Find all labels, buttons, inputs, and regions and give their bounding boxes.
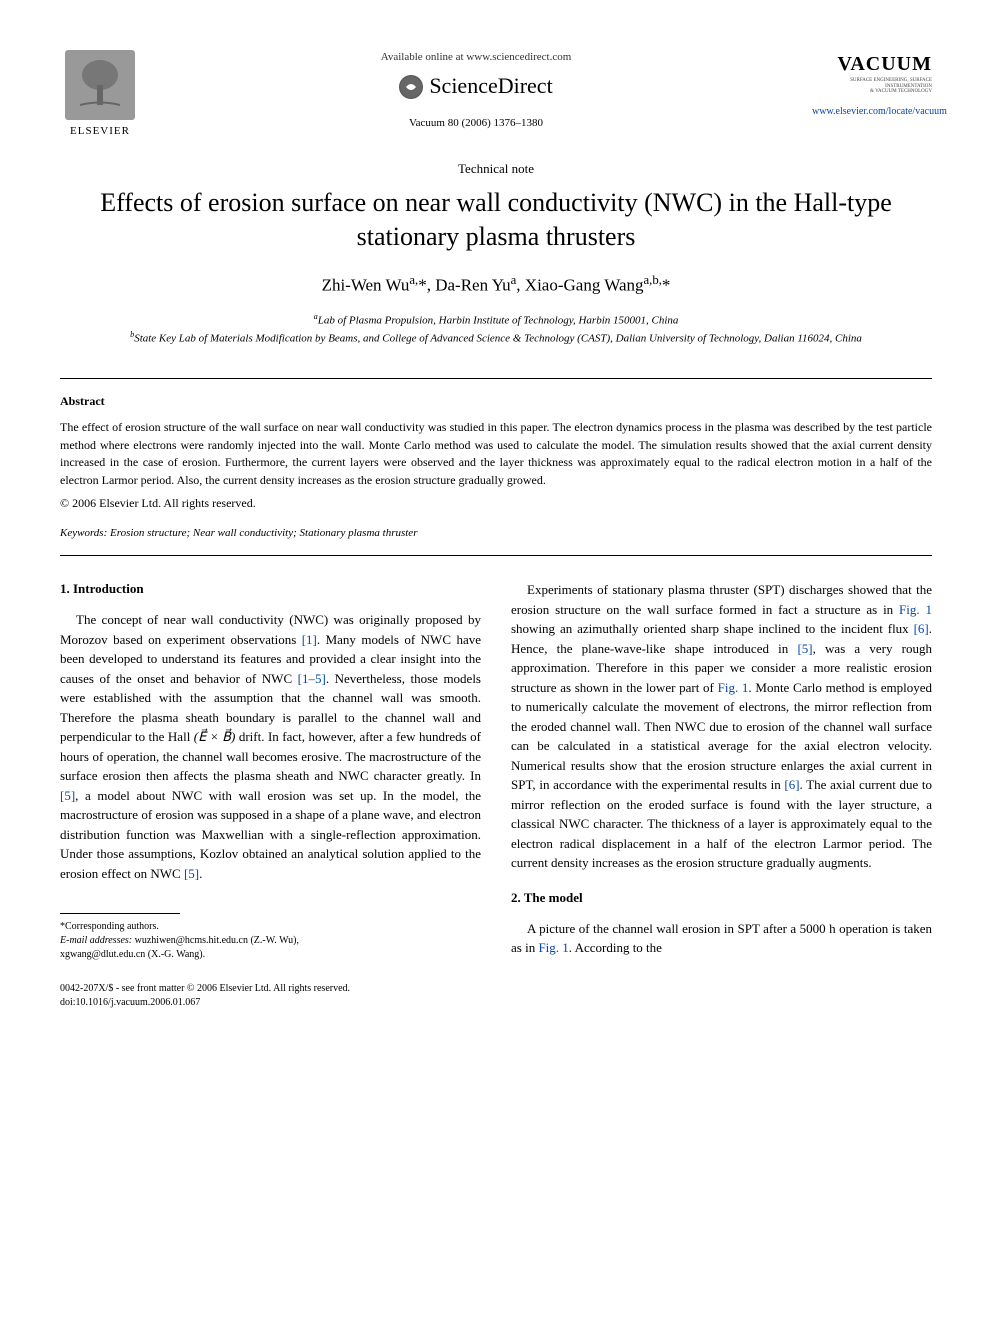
email-label: E-mail addresses:	[60, 935, 132, 946]
sciencedirect-icon	[399, 75, 423, 99]
journal-header: ELSEVIER Available online at www.science…	[60, 50, 932, 140]
footer: 0042-207X/$ - see front matter © 2006 El…	[60, 982, 481, 1010]
doi-text: doi:10.1016/j.vacuum.2006.01.067	[60, 996, 481, 1010]
ref-link-5a[interactable]: [5]	[60, 788, 75, 803]
sciencedirect-text: ScienceDirect	[429, 71, 552, 102]
copyright-text: © 2006 Elsevier Ltd. All rights reserved…	[60, 495, 932, 512]
sciencedirect-brand: ScienceDirect	[140, 71, 812, 102]
left-column: 1. Introduction The concept of near wall…	[60, 580, 481, 1010]
abstract-heading: Abstract	[60, 393, 932, 410]
email-2: xgwang@dlut.edu.cn (X.-G. Wang).	[60, 948, 481, 962]
journal-link[interactable]: www.elsevier.com/locate/vacuum	[812, 105, 932, 119]
intro-paragraph-2: Experiments of stationary plasma thruste…	[511, 580, 932, 873]
two-column-body: 1. Introduction The concept of near wall…	[60, 580, 932, 1010]
elsevier-logo: ELSEVIER	[60, 50, 140, 140]
introduction-heading: 1. Introduction	[60, 580, 481, 598]
abstract-text: The effect of erosion structure of the w…	[60, 419, 932, 489]
ref-link-1-5[interactable]: [1–5]	[298, 671, 326, 686]
ref-link-1[interactable]: [1]	[302, 632, 317, 647]
divider-bottom	[60, 555, 932, 556]
model-heading: 2. The model	[511, 889, 932, 907]
footnotes: *Corresponding authors. E-mail addresses…	[60, 920, 481, 962]
affiliations: aLab of Plasma Propulsion, Harbin Instit…	[60, 311, 932, 347]
model-paragraph-1: A picture of the channel wall erosion in…	[511, 919, 932, 958]
ref-link-5b[interactable]: [5]	[184, 866, 199, 881]
fig-link-1c[interactable]: Fig. 1	[538, 940, 568, 955]
elsevier-label: ELSEVIER	[70, 124, 130, 139]
vacuum-subtitle-1: SURFACE ENGINEERING, SURFACE INSTRUMENTA…	[812, 78, 932, 89]
ref-link-5c[interactable]: [5]	[797, 641, 812, 656]
available-online-text: Available online at www.sciencedirect.co…	[140, 50, 812, 65]
authors: Zhi-Wen Wua,*, Da-Ren Yua, Xiao-Gang Wan…	[60, 272, 932, 297]
vacuum-journal-logo: VACUUM SURFACE ENGINEERING, SURFACE INST…	[812, 50, 932, 119]
right-column: Experiments of stationary plasma thruste…	[511, 580, 932, 1010]
hall-drift-math: (E⃗ × B⃗)	[194, 729, 236, 744]
fig-link-1a[interactable]: Fig. 1	[899, 602, 932, 617]
vacuum-title: VACUUM	[812, 50, 932, 78]
center-header: Available online at www.sciencedirect.co…	[140, 50, 812, 132]
affiliation-b: State Key Lab of Materials Modification …	[134, 333, 862, 345]
email-1: wuzhiwen@hcms.hit.edu.cn (Z.-W. Wu),	[135, 935, 299, 946]
fig-link-1b[interactable]: Fig. 1	[718, 680, 749, 695]
keywords: Keywords: Erosion structure; Near wall c…	[60, 526, 932, 541]
intro-paragraph-1: The concept of near wall conductivity (N…	[60, 610, 481, 883]
journal-reference: Vacuum 80 (2006) 1376–1380	[140, 116, 812, 131]
vacuum-subtitle-2: & VACUUM TECHNOLOGY	[812, 89, 932, 95]
elsevier-tree-icon	[65, 50, 135, 120]
article-title: Effects of erosion surface on near wall …	[60, 186, 932, 254]
ref-link-6b[interactable]: [6]	[784, 777, 799, 792]
front-matter-text: 0042-207X/$ - see front matter © 2006 El…	[60, 982, 481, 996]
article-type: Technical note	[60, 160, 932, 178]
affiliation-a: Lab of Plasma Propulsion, Harbin Institu…	[318, 315, 679, 327]
corresponding-authors: *Corresponding authors.	[60, 920, 481, 934]
ref-link-6a[interactable]: [6]	[914, 621, 929, 636]
footnote-divider	[60, 913, 180, 914]
divider-top	[60, 378, 932, 379]
